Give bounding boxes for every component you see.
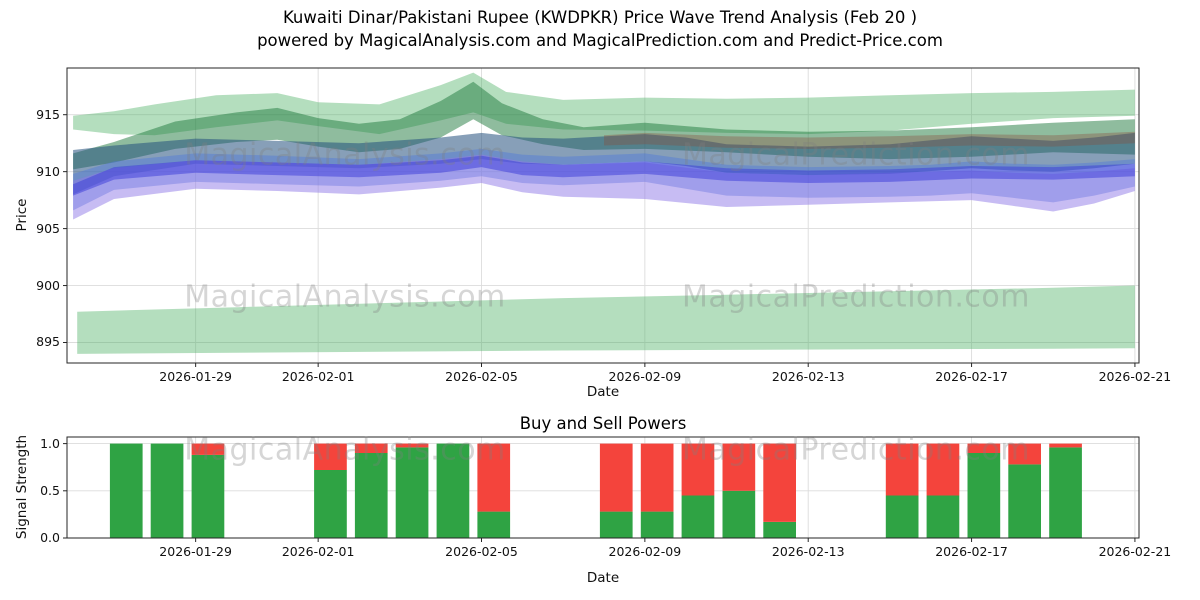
signal-plot-frame — [66, 436, 1140, 539]
buy-bar — [722, 490, 756, 538]
price-x-tick-label: 2026-02-01 — [281, 369, 355, 384]
price-x-tick-label: 2026-02-05 — [445, 369, 518, 384]
trend-band-navy — [73, 132, 1135, 195]
signal-y-tick-label: 0.5 — [40, 482, 60, 498]
signal-x-tick-label: 2026-01-29 — [159, 544, 232, 559]
watermark: MagicalAnalysis.com — [184, 279, 506, 315]
sell-bar — [722, 443, 756, 491]
buy-bar — [681, 495, 715, 538]
trend-band-indigo — [73, 155, 1135, 196]
signal-x-tick-label: 2026-02-13 — [771, 544, 845, 559]
watermark: MagicalPrediction.com — [682, 432, 1030, 468]
sell-bar — [395, 443, 429, 448]
signal-y-tick-label: 0.0 — [40, 530, 60, 545]
price-y-tick-label: 915 — [36, 106, 60, 122]
sell-bar — [926, 443, 960, 496]
buy-bar — [599, 511, 633, 538]
price-x-axis-label: Date — [586, 384, 620, 400]
buy-bar — [640, 511, 674, 538]
price-y-tick-label: 900 — [36, 277, 60, 293]
figure-title-line2: powered by MagicalAnalysis.com and Magic… — [257, 31, 943, 50]
signal-chart-title: Buy and Sell Powers — [519, 414, 687, 433]
buy-bar — [354, 453, 388, 538]
sell-bar — [314, 443, 347, 470]
sell-bar — [1049, 443, 1082, 448]
price-y-tick-label: 910 — [36, 163, 60, 179]
sell-bar — [681, 443, 715, 496]
buy-bar — [314, 470, 347, 538]
trend-band-maroon — [604, 131, 1135, 149]
figure-title-line1: Kuwaiti Dinar/Pakistani Rupee (KWDPKR) P… — [282, 8, 918, 27]
sell-bar — [885, 443, 919, 496]
price-x-tick-label: 2026-02-21 — [1098, 369, 1172, 384]
watermark: MagicalPrediction.com — [682, 137, 1030, 173]
buy-bar — [150, 443, 184, 538]
price-plot-frame — [66, 67, 1140, 364]
sell-bar — [640, 443, 674, 512]
buy-bar — [1008, 464, 1041, 538]
watermark: MagicalPrediction.com — [682, 279, 1030, 315]
lower-support-band-green — [77, 285, 1135, 354]
signal-x-tick-label: 2026-02-01 — [281, 544, 355, 559]
watermark: MagicalAnalysis.com — [184, 137, 506, 173]
buy-bar — [109, 443, 143, 538]
signal-x-tick-label: 2026-02-09 — [608, 544, 682, 559]
price-x-tick-label: 2026-02-13 — [771, 369, 845, 384]
sell-bar — [477, 443, 511, 512]
price-x-tick-label: 2026-02-09 — [608, 369, 682, 384]
buy-bar — [926, 495, 960, 538]
upper-trend-band-light-green — [73, 72, 1135, 136]
signal-x-axis-label: Date — [586, 570, 620, 586]
buy-bar — [436, 443, 470, 538]
price-y-tick-label: 895 — [36, 334, 60, 350]
signal-y-tick-label: 1.0 — [40, 435, 60, 451]
sell-bar — [967, 443, 1001, 453]
price-x-tick-label: 2026-02-17 — [935, 369, 1008, 384]
price-x-tick-label: 2026-01-29 — [159, 369, 232, 384]
sell-bar — [1008, 443, 1041, 465]
buy-bar — [1049, 447, 1082, 538]
price-y-tick-label: 905 — [36, 220, 60, 236]
sell-bar — [354, 443, 388, 453]
signal-x-tick-label: 2026-02-21 — [1098, 544, 1172, 559]
signal-x-tick-label: 2026-02-05 — [445, 544, 518, 559]
watermark: MagicalAnalysis.com — [184, 432, 506, 468]
buy-bar — [395, 447, 429, 538]
buy-bar — [763, 522, 796, 538]
buy-bar — [191, 454, 225, 538]
buy-bar — [967, 453, 1001, 538]
signal-x-tick-label: 2026-02-17 — [935, 544, 1008, 559]
buy-bar — [885, 495, 919, 538]
buy-bar — [477, 511, 511, 538]
sell-bar — [763, 443, 796, 522]
sell-bar — [599, 443, 633, 512]
sell-bar — [191, 443, 225, 455]
